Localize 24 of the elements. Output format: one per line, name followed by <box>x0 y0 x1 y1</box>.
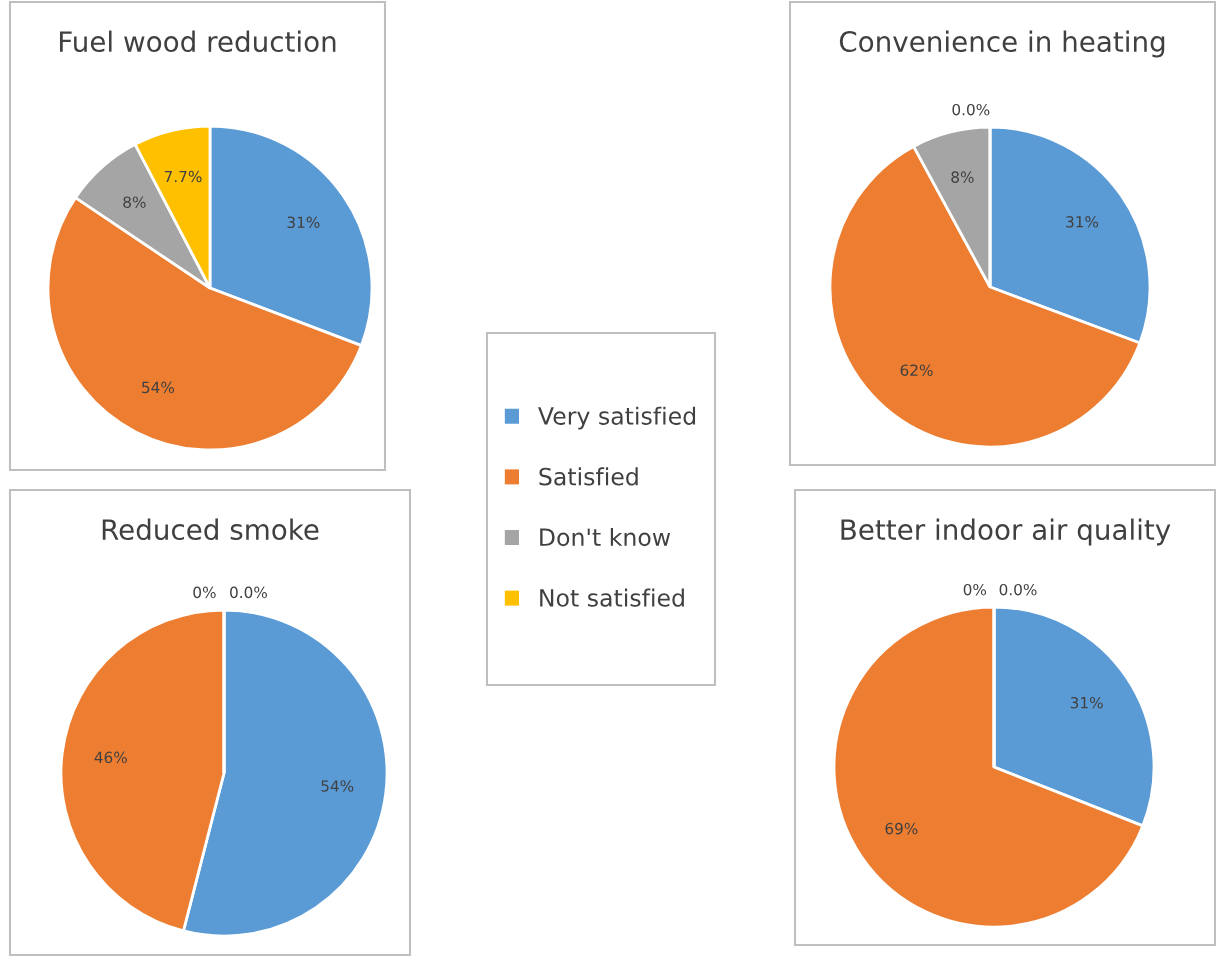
data-label: 62% <box>900 364 933 376</box>
data-label: 8% <box>123 196 146 208</box>
text: 0% <box>963 583 987 596</box>
text: 0% <box>193 586 216 599</box>
legend-label: Not satisfied <box>540 588 684 607</box>
legend-label: Very satisfied <box>538 406 696 430</box>
data-label: 31% <box>1070 696 1103 709</box>
data-label: 7.7% <box>164 170 202 183</box>
chart-title: Fuel wood reduction <box>59 30 336 53</box>
text: 0.0% <box>952 103 990 116</box>
data-label: 8% <box>951 171 974 183</box>
data-label: 46% <box>94 751 127 764</box>
data-label: 31% <box>287 216 320 229</box>
chart-title: Convenience in heating <box>839 30 1165 58</box>
text: 0.0% <box>230 586 268 599</box>
data-label: 31% <box>1066 216 1099 228</box>
chart-title: Reduced smoke <box>102 518 319 541</box>
data-label: 69% <box>885 822 918 835</box>
legend-label: Satisfied <box>539 467 638 486</box>
text: 0.0% <box>999 583 1037 596</box>
data-label: 54% <box>142 381 175 394</box>
legend-label: Don't know <box>540 527 671 547</box>
chart-title: Better indoor air quality <box>841 518 1171 546</box>
data-label: 54% <box>321 780 354 792</box>
